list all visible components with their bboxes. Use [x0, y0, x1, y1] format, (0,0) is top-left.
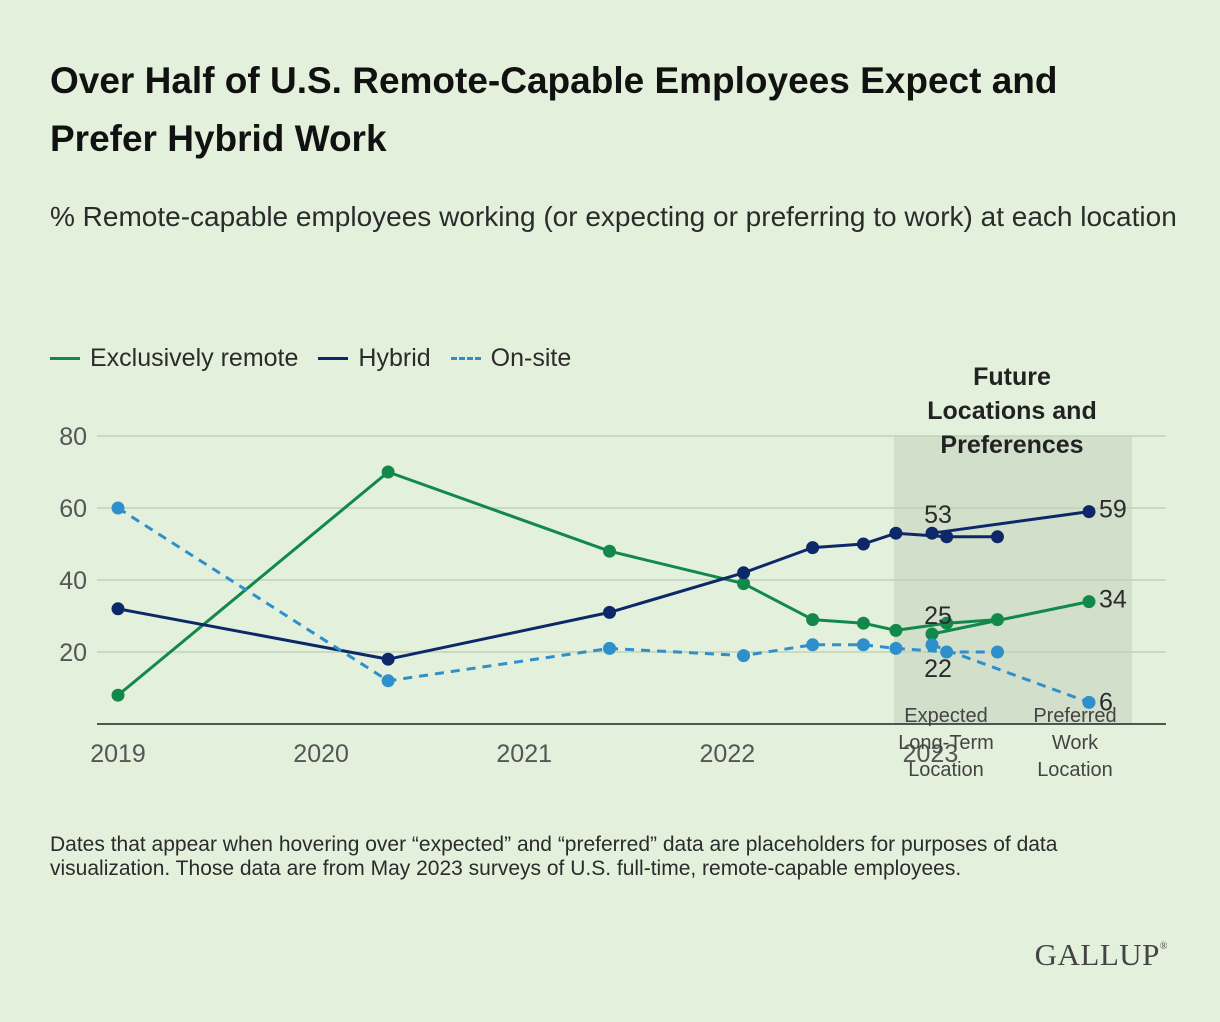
- x-tick-label-2023: 2023: [903, 740, 959, 768]
- point-hybrid-1: [381, 652, 395, 666]
- point-exclusively-remote-4: [806, 613, 820, 627]
- legend-label-hybrid: Hybrid: [358, 343, 431, 372]
- point-hybrid-7: [940, 530, 954, 544]
- point-hybrid-6: [889, 526, 903, 540]
- point-on-site-2: [603, 641, 617, 655]
- y-tick-label-40: 40: [59, 567, 87, 595]
- legend-swatch-remote: [50, 356, 80, 360]
- future-category-line: Location: [1037, 759, 1113, 781]
- point-hybrid-8: [990, 530, 1004, 544]
- future-panel-title: Future Locations and Preferences: [927, 363, 1096, 459]
- future-category-line: Work: [1052, 732, 1099, 754]
- future-point-on-site-0: [925, 638, 939, 652]
- point-on-site-0: [111, 501, 125, 515]
- legend-swatch-onsite: [450, 356, 481, 360]
- future-point-exclusively-remote-0: [925, 627, 939, 641]
- point-on-site-7: [940, 645, 954, 659]
- point-exclusively-remote-5: [856, 616, 870, 630]
- gallup-logo: GALLUP®: [1035, 937, 1168, 973]
- future-point-hybrid-1: [1082, 505, 1096, 519]
- legend-label-remote: Exclusively remote: [90, 343, 299, 372]
- legend-swatch-hybrid: [318, 356, 349, 360]
- point-exclusively-remote-2: [603, 544, 617, 558]
- point-hybrid-2: [603, 605, 617, 619]
- point-exclusively-remote-0: [111, 688, 125, 702]
- future-point-on-site-1: [1082, 695, 1096, 709]
- future-category-line: Expected: [904, 705, 987, 727]
- point-hybrid-0: [111, 602, 125, 616]
- x-tick-label-2020: 2020: [293, 740, 349, 768]
- future-category-line: Preferred: [1033, 705, 1116, 727]
- future-line-on-site: [931, 643, 1090, 704]
- x-tick-label-2021: 2021: [496, 740, 552, 768]
- legend: Exclusively remote Hybrid On-site: [50, 338, 571, 378]
- point-exclusively-remote-7: [940, 616, 954, 630]
- x-tick-label-2022: 2022: [700, 740, 756, 768]
- y-tick-label-80: 80: [59, 423, 87, 451]
- point-on-site-1: [381, 674, 395, 688]
- point-on-site-3: [737, 649, 751, 663]
- point-exclusively-remote-3: [737, 577, 751, 591]
- future-point-exclusively-remote-1: [1082, 595, 1096, 609]
- point-hybrid-4: [806, 541, 820, 555]
- future-data-label-hybrid-0: 53: [924, 501, 952, 529]
- point-hybrid-5: [856, 537, 870, 551]
- chart-title: Over Half of U.S. Remote-Capable Employe…: [50, 60, 1058, 159]
- point-on-site-4: [806, 638, 820, 652]
- legend-label-onsite: On-site: [490, 343, 572, 372]
- line-chart: 20 40 60 80 2019 2020 2021 2022 2023 Future Locati…: [59, 363, 1166, 781]
- future-category-label-1: Preferred Work Location: [1033, 705, 1116, 781]
- future-title-line: Locations and: [927, 397, 1096, 425]
- future-category-label-0: Expected Long-Term Location: [898, 705, 994, 781]
- point-on-site-6: [889, 641, 903, 655]
- future-data-label-on-site-0: 22: [924, 655, 952, 683]
- legend-item-remote[interactable]: Exclusively remote: [50, 344, 298, 373]
- future-data-label-exclusively-remote-1: 34: [1099, 586, 1127, 614]
- y-tick-label-20: 20: [59, 639, 87, 667]
- future-title-line: Future: [973, 363, 1051, 391]
- future-category-line: Location: [908, 759, 984, 781]
- future-data-label-hybrid-1: 59: [1099, 496, 1127, 524]
- registered-mark: ®: [1159, 941, 1168, 952]
- point-on-site-8: [990, 645, 1004, 659]
- point-exclusively-remote-1: [381, 465, 395, 479]
- future-data-label-exclusively-remote-0: 25: [924, 602, 952, 630]
- future-point-hybrid-0: [925, 526, 939, 540]
- point-hybrid-3: [737, 566, 751, 580]
- legend-item-onsite[interactable]: On-site: [450, 343, 572, 373]
- y-tick-label-60: 60: [59, 495, 87, 523]
- future-category-line: Long-Term: [898, 732, 994, 754]
- point-on-site-5: [856, 638, 870, 652]
- point-exclusively-remote-6: [889, 623, 903, 637]
- legend-item-hybrid[interactable]: Hybrid: [318, 343, 431, 373]
- x-tick-label-2019: 2019: [90, 740, 146, 768]
- series-line-exclusively-remote: [117, 470, 998, 697]
- footnote: Dates that appear when hovering over “ex…: [50, 833, 1058, 880]
- future-line-hybrid: [931, 510, 1090, 535]
- future-data-label-on-site-1: 6: [1099, 688, 1113, 716]
- chart-subtitle: % Remote-capable employees working (or e…: [50, 201, 1177, 232]
- logo-text: GALLUP: [1034, 937, 1160, 972]
- future-line-exclusively-remote: [931, 600, 1090, 636]
- future-title-line: Preferences: [940, 431, 1083, 459]
